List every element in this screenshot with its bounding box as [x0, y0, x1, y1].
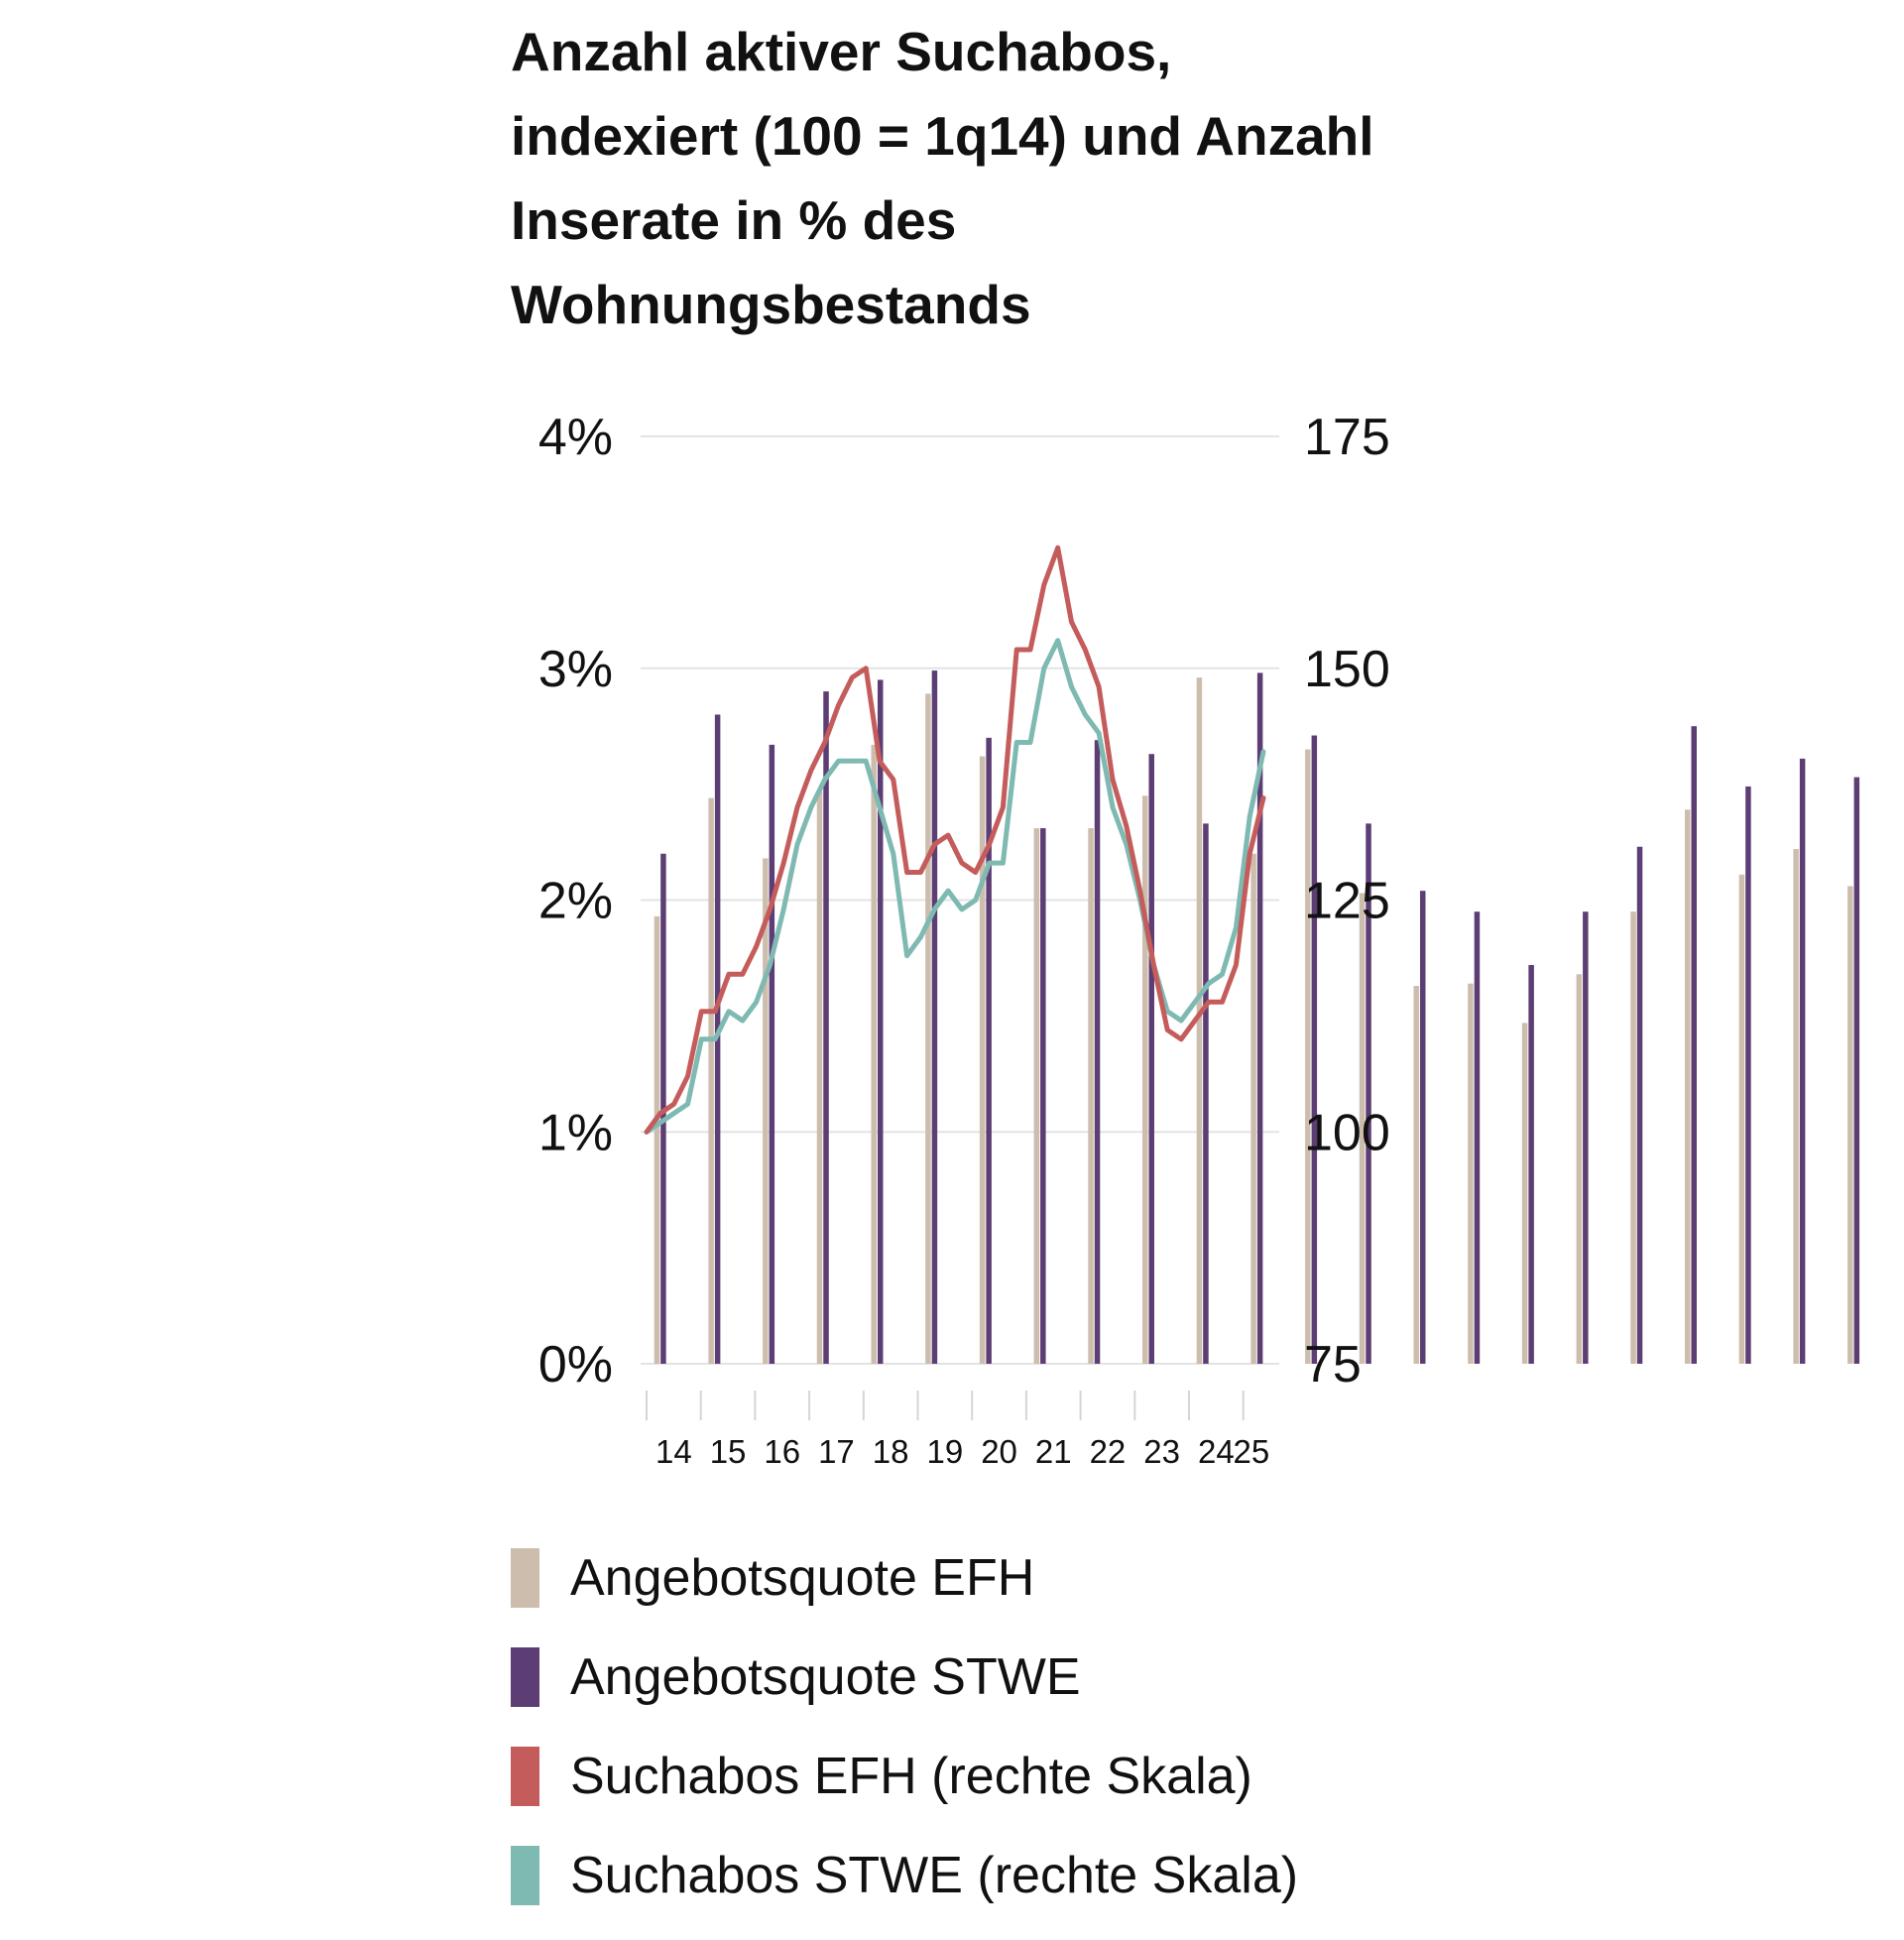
- x-tick-label: 19: [926, 1433, 963, 1470]
- y-left-tick-label: 3%: [538, 641, 613, 698]
- bar-efh: [1196, 677, 1203, 1364]
- bar-stwe: [1474, 911, 1481, 1364]
- bar-efh: [763, 858, 769, 1364]
- bar-efh: [1738, 874, 1745, 1364]
- bar-stwe: [1583, 911, 1589, 1364]
- bar-stwe: [1799, 758, 1806, 1364]
- bar-efh: [979, 756, 986, 1364]
- bar-stwe: [1853, 777, 1860, 1364]
- bar-efh: [816, 790, 823, 1364]
- grid-lines: [641, 435, 1279, 1365]
- bar-stwe: [1094, 740, 1101, 1364]
- bar-efh: [654, 915, 660, 1364]
- bar-efh: [1576, 974, 1583, 1364]
- bar-efh: [1413, 985, 1419, 1364]
- legend-swatch-efh-line: [511, 1747, 539, 1806]
- chart-title: Anzahl aktiver Suchabos, indexiert (100 …: [511, 21, 1374, 335]
- y-right-tick-label: 175: [1304, 409, 1390, 466]
- bar-stwe: [1636, 846, 1643, 1364]
- y-left-tick-label: 2%: [538, 873, 613, 930]
- bar-stwe: [1148, 754, 1154, 1364]
- x-tick-label: 22: [1090, 1433, 1127, 1470]
- bar-stwe: [877, 679, 884, 1364]
- bar-efh: [925, 693, 931, 1364]
- x-tick-label: 18: [873, 1433, 909, 1470]
- bar-stwe: [1366, 823, 1371, 1364]
- bar-stwe: [1203, 823, 1209, 1364]
- bar-stwe: [1528, 964, 1534, 1364]
- bar-efh: [708, 797, 714, 1364]
- bar-efh: [1250, 853, 1256, 1364]
- y-right-tick-label: 125: [1304, 873, 1390, 930]
- x-tick-label: 24: [1198, 1433, 1235, 1470]
- legend-label-efh-bars: Angebotsquote EFH: [570, 1549, 1035, 1607]
- bar-efh: [1630, 911, 1636, 1364]
- bar-efh: [1793, 849, 1799, 1364]
- y-right-tick-label: 150: [1304, 641, 1390, 698]
- legend-swatch-stwe-line: [511, 1846, 539, 1905]
- line-suchabos-efh: [644, 545, 1266, 1135]
- bar-stwe: [1691, 726, 1697, 1364]
- bar-efh: [1847, 886, 1853, 1364]
- x-tick-label: 16: [764, 1433, 800, 1470]
- bar-efh: [1468, 983, 1474, 1364]
- x-tick-label: 21: [1035, 1433, 1072, 1470]
- x-tick-label: 15: [710, 1433, 747, 1470]
- x-tick-label: 23: [1143, 1433, 1180, 1470]
- y-left-tick-label: 0%: [538, 1336, 613, 1394]
- x-tick-label: 17: [818, 1433, 855, 1470]
- bar-efh: [1684, 809, 1691, 1364]
- bar-stwe: [1311, 735, 1318, 1364]
- x-tick-label: 25: [1234, 1433, 1270, 1470]
- bar-stwe: [769, 744, 775, 1364]
- line-suchabos-stwe: [644, 638, 1266, 1135]
- bar-efh: [1033, 828, 1040, 1364]
- legend-label-stwe-line: Suchabos STWE (rechte Skala): [570, 1847, 1299, 1904]
- bar-efh: [1521, 1023, 1528, 1364]
- y-right-tick-label: 100: [1304, 1104, 1390, 1161]
- x-tick-label: 20: [981, 1433, 1017, 1470]
- legend-swatch-efh-bars: [511, 1548, 539, 1608]
- bar-stwe: [1745, 786, 1751, 1364]
- bar-stwe: [1419, 891, 1426, 1364]
- axes: 0% 75 1% 100 2% 125 3% 150 4% 175 14 15 16 17 18 19 20 21…: [538, 409, 1390, 1470]
- y-left-tick-label: 1%: [538, 1104, 613, 1161]
- legend-label-efh-line: Suchabos EFH (rechte Skala): [570, 1748, 1252, 1805]
- y-left-tick-label: 4%: [538, 409, 613, 466]
- bar-efh: [1088, 828, 1094, 1364]
- bar-stwe: [986, 737, 992, 1364]
- x-tick-label: 14: [655, 1433, 692, 1470]
- bar-efh: [1141, 795, 1148, 1364]
- legend-swatch-stwe-bars: [511, 1647, 539, 1707]
- y-right-tick-label: 75: [1304, 1336, 1362, 1394]
- bar-stwe: [1040, 828, 1046, 1364]
- bar-efh: [871, 744, 877, 1364]
- legend-label-stwe-bars: Angebotsquote STWE: [570, 1648, 1081, 1706]
- bar-stwe: [1256, 672, 1263, 1364]
- bar-stwe: [931, 670, 938, 1364]
- bar-stwe: [823, 691, 829, 1364]
- bar-efh: [1305, 749, 1311, 1364]
- bar-efh: [1359, 893, 1366, 1364]
- lines: [644, 545, 1266, 1135]
